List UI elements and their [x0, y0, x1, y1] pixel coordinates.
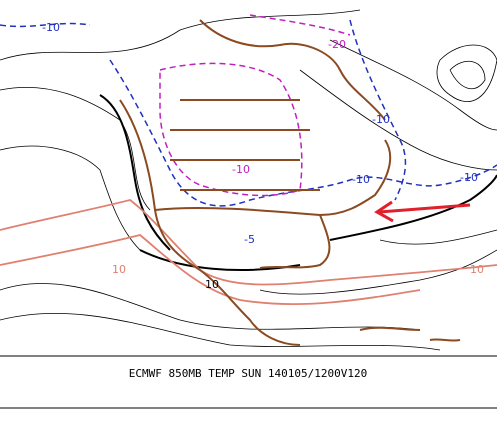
map-area: [0, 9, 497, 351]
contour-label: -10: [42, 21, 60, 34]
coastlines: [119, 19, 461, 346]
contour-label: 10: [470, 263, 484, 276]
caption: ECMWF 850MB TEMP SUN 140105/1200V120: [129, 367, 367, 380]
contour-label: -5: [244, 233, 255, 246]
contour-label: -10: [372, 113, 390, 126]
contour-labels: -10 -20 -10 -10 -10 -10 -5 10 10 10: [42, 21, 484, 291]
contour-label: -10: [352, 173, 370, 186]
arrow: [374, 200, 471, 223]
contour-label: 10: [205, 278, 219, 291]
contour-label: 10: [112, 263, 126, 276]
contour-label: -10: [232, 163, 250, 176]
magenta-contours: [159, 14, 351, 197]
contour-label: -20: [328, 38, 346, 51]
contour-label: -10: [460, 171, 478, 184]
cold-contours: [0, 19, 497, 207]
